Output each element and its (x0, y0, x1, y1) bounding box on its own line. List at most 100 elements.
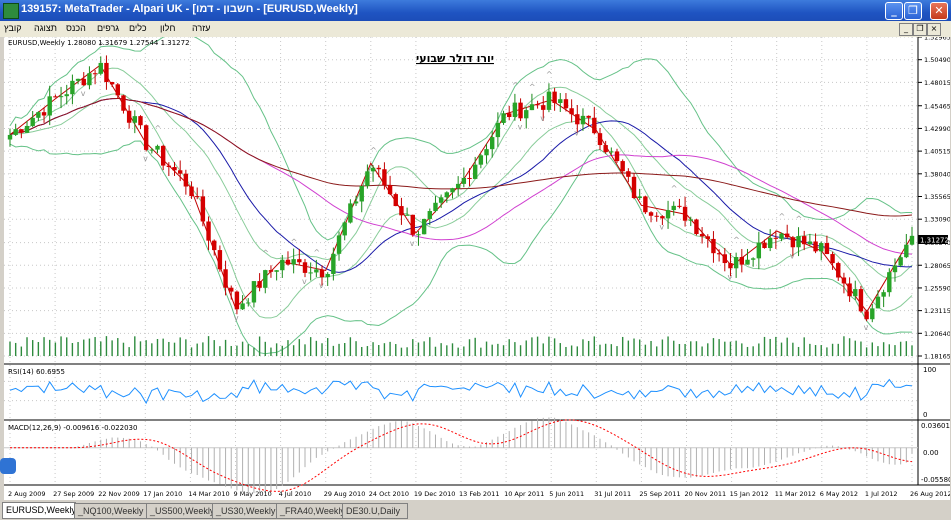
price-tick-label: 1.33090 (924, 216, 950, 224)
candle-body (421, 218, 427, 235)
candle-body (285, 259, 291, 265)
candle-body (370, 167, 376, 172)
candle-body (677, 205, 682, 207)
candle-body (70, 80, 75, 95)
mdi-close-button[interactable]: × (927, 23, 941, 36)
candle-body (166, 165, 172, 168)
candle-body (64, 94, 69, 97)
close-button[interactable]: ✕ (930, 2, 948, 20)
candle-body (280, 259, 285, 271)
app-icon (3, 3, 19, 19)
date-tick-label: 11 Mar 2012 (775, 490, 816, 498)
candle-body (887, 272, 892, 293)
tab-nq100-weekly[interactable]: _NQ100,Weekly (74, 503, 151, 519)
menu-item-help[interactable]: עזרה (192, 23, 211, 33)
macd-tick-bottom: -0.055800 (921, 476, 950, 484)
date-tick-label: 17 Jan 2010 (143, 490, 182, 498)
restore-button[interactable]: ❐ (904, 2, 922, 20)
tab-us500-weekly[interactable]: _US500,Weekly (146, 503, 217, 519)
menu-item-view[interactable]: תצוגה (34, 23, 57, 33)
price-tick-label: 1.20640 (924, 330, 950, 338)
candle-body (711, 238, 716, 254)
candle-body (575, 114, 580, 125)
ma-darkred-line (9, 97, 913, 217)
candle-body (410, 214, 415, 235)
date-tick-label: 24 Oct 2010 (369, 490, 409, 498)
candle-body (438, 197, 444, 203)
chart-window[interactable]: v ^ v ^ v ^ ^ v ^ v ^ v ^ v ^ v ^ v v ^ v ^ ^ v ^ v 1.52965 1.5049… (4, 32, 951, 500)
fractal-up-marker: ^ (796, 214, 803, 223)
candle-body (399, 206, 404, 216)
candle-body (796, 236, 801, 248)
candle-body (319, 269, 325, 278)
title-bar[interactable]: 139157: MetaTrader - Alpari UK - [חשבון … (0, 0, 951, 21)
candle-body (699, 234, 705, 237)
candle-body (121, 95, 126, 111)
candle-body (75, 78, 81, 81)
candle-body (728, 263, 733, 269)
macd-tick-zero: 0.00 (923, 449, 939, 457)
fractal-down-marker: v (518, 122, 523, 131)
candle-body (813, 241, 818, 252)
candle-body (81, 78, 86, 86)
candle-body (472, 164, 478, 179)
candle-body (586, 115, 591, 118)
candle-body (847, 283, 852, 297)
candle-body (819, 243, 824, 252)
price-tick-label: 1.42990 (924, 125, 950, 133)
navigator-toggle-button[interactable] (0, 458, 16, 474)
candle-body (404, 214, 410, 216)
fractal-down-marker: v (864, 323, 869, 332)
candle-body (490, 137, 495, 150)
inner-lower-band-line (9, 93, 913, 319)
candle-body (784, 233, 790, 238)
candle-body (314, 269, 319, 273)
current-price-label: 1.31272 (920, 237, 949, 245)
candle-body (200, 196, 206, 222)
candle-body (631, 176, 637, 199)
candle-body (909, 235, 915, 245)
mdi-restore-button[interactable]: ❐ (913, 23, 927, 36)
candle-body (563, 99, 569, 109)
candle-body (864, 311, 869, 320)
tab-fra40-weekly[interactable]: _FRA40,Weekly (276, 503, 347, 519)
chart-canvas[interactable]: v ^ v ^ v ^ ^ v ^ v ^ v ^ v ^ v ^ v v ^ v ^ ^ v ^ v 1.52965 1.5049… (4, 32, 951, 500)
menu-item-tools[interactable]: כלים (129, 23, 147, 33)
candle-body (223, 269, 228, 288)
tab-eurusd-weekly[interactable]: EURUSD,Weekly (2, 502, 76, 519)
tab-us30-weekly[interactable]: _US30,Weekly (212, 503, 278, 519)
date-tick-label: 19 Dec 2010 (414, 490, 456, 498)
current-price-marker (918, 235, 948, 244)
tab-de30-daily[interactable]: DE30.U,Daily (342, 503, 408, 519)
candle-body (603, 145, 608, 153)
candle-body (756, 242, 762, 259)
candle-body (251, 281, 257, 303)
candle-body (393, 194, 398, 207)
candle-body (716, 253, 722, 255)
candle-body (507, 113, 512, 118)
candle-body (206, 221, 211, 241)
price-tick-label: 1.38040 (924, 170, 950, 178)
mdi-minimize-button[interactable]: _ (899, 23, 913, 36)
candle-body (875, 296, 881, 309)
candle-body (541, 105, 546, 110)
date-tick-label: 22 Nov 2009 (98, 490, 140, 498)
candle-body (773, 237, 779, 239)
candle-body (722, 254, 727, 264)
date-tick-label: 9 May 2010 (234, 490, 272, 498)
candle-body (858, 289, 864, 312)
menu-item-insert[interactable]: הכנס (66, 23, 86, 33)
candle-body (365, 171, 370, 186)
candle-body (126, 110, 132, 123)
candle-body (501, 113, 506, 123)
fractal-down-marker: v (790, 251, 795, 260)
candle-body (217, 250, 223, 270)
minimize-button[interactable]: _ (885, 2, 903, 20)
candle-body (336, 235, 342, 254)
candle-body (19, 129, 24, 133)
menu-item-charts[interactable]: גרפים (97, 23, 120, 33)
menu-item-window[interactable]: חלון (160, 23, 176, 33)
price-tick-label: 1.35565 (924, 193, 950, 201)
menu-item-file[interactable]: קובץ (4, 23, 22, 33)
candle-body (870, 308, 875, 320)
